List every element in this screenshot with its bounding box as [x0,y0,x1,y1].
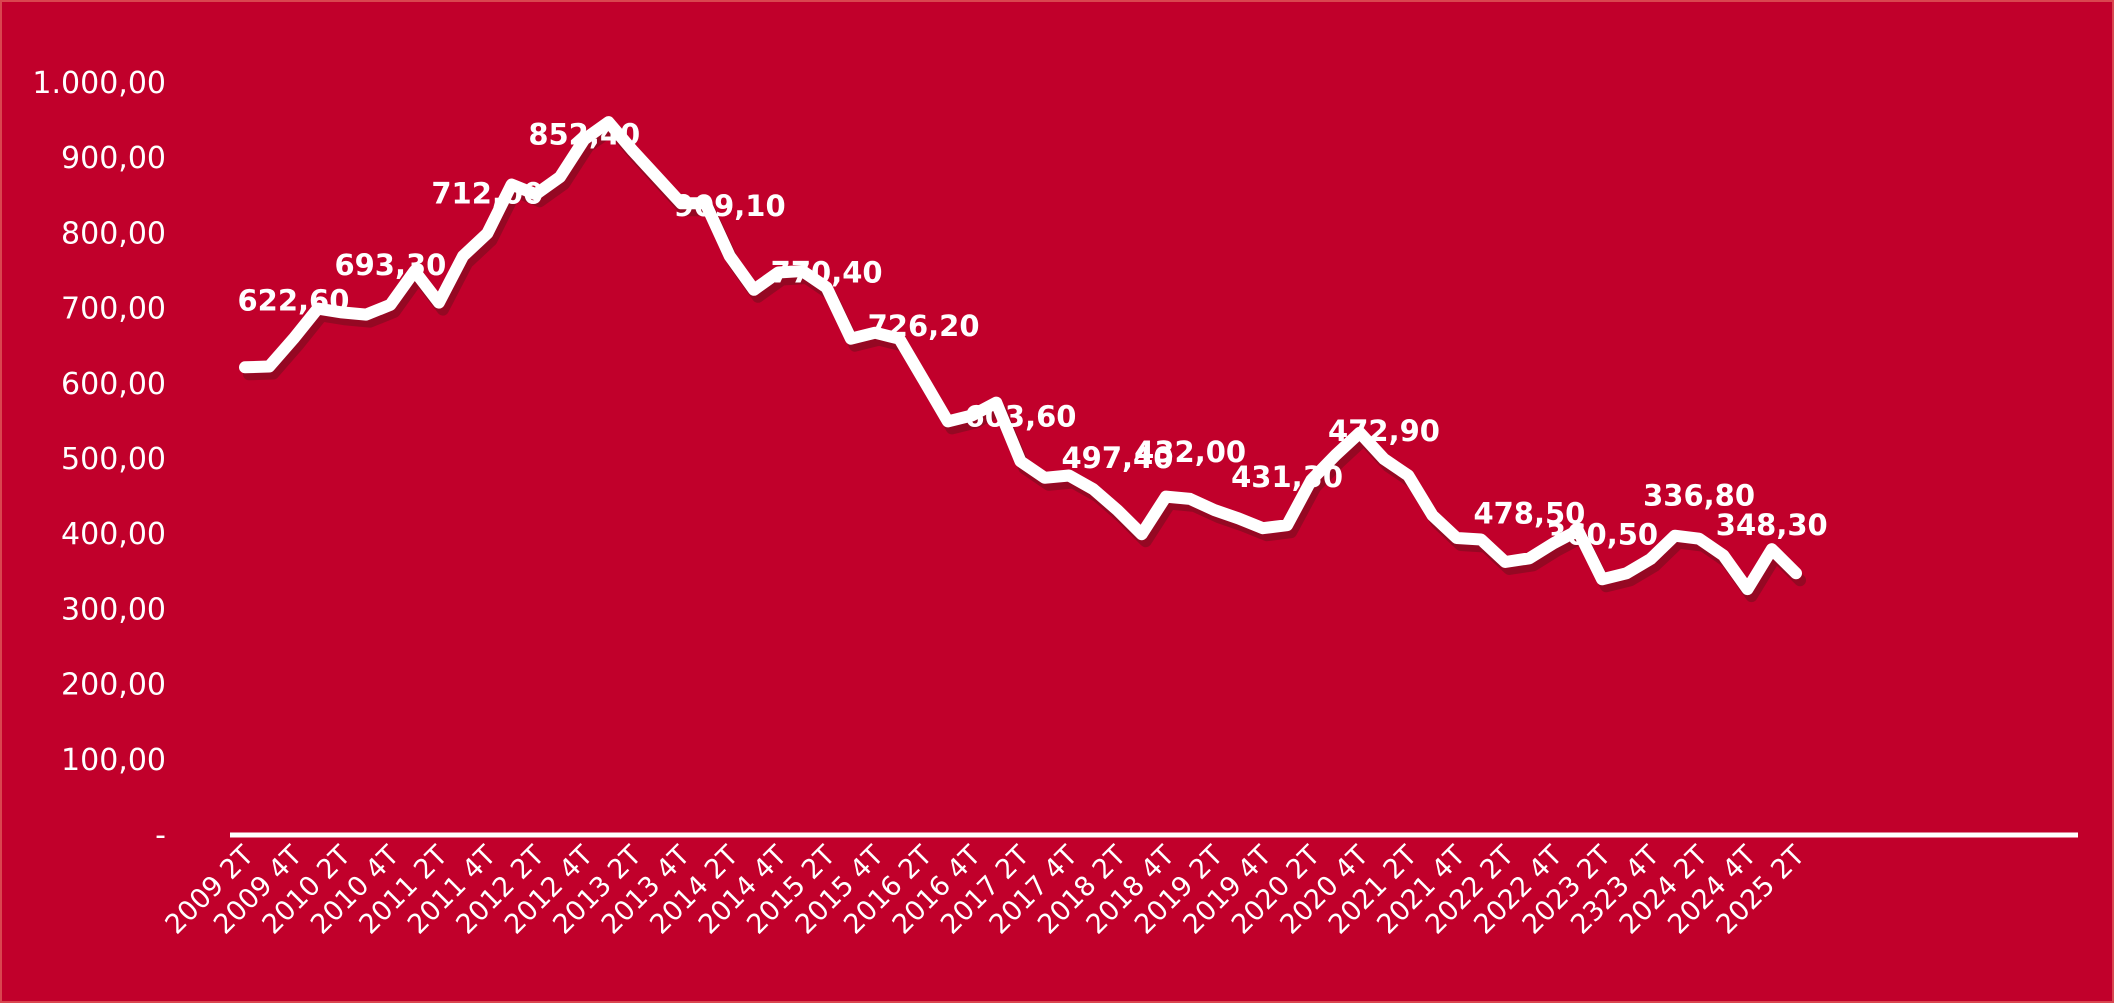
data-label: 432,00 [1134,435,1246,469]
data-label: 712,00 [431,176,543,210]
data-label: 603,60 [965,399,1077,433]
data-label: 909,10 [674,189,786,223]
data-label: 852,40 [528,117,640,151]
y-tick-label: 200,00 [61,668,166,703]
data-label: 497,40 [1061,441,1173,475]
y-tick-label: 800,00 [61,216,166,251]
y-tick-label: 1.000,00 [32,66,166,101]
y-tick-label: 700,00 [61,292,166,327]
data-label: 472,90 [1328,414,1440,448]
y-tick-label: 300,00 [61,592,166,627]
data-label: 431,30 [1231,460,1343,494]
data-label: 693,30 [334,248,446,282]
y-tick-label: - [155,818,166,853]
data-label: 622,60 [238,284,350,318]
y-tick-label: 400,00 [61,517,166,552]
data-label: 336,80 [1643,479,1755,513]
y-tick-label: 500,00 [61,442,166,477]
y-axis-labels: - 100,00 200,00 300,00 400,00 500,00 600,00 700… [32,66,166,853]
data-label: 360,50 [1546,517,1658,551]
data-label: 348,30 [1716,508,1828,542]
data-label: 770,40 [771,256,883,290]
series-line [239,116,1802,596]
data-label: 726,20 [868,309,980,343]
drop-lines [243,122,1798,835]
y-tick-label: 900,00 [61,141,166,176]
y-tick-label: 100,00 [61,743,166,778]
data-label: 478,50 [1473,496,1585,530]
y-tick-label: 600,00 [61,367,166,402]
